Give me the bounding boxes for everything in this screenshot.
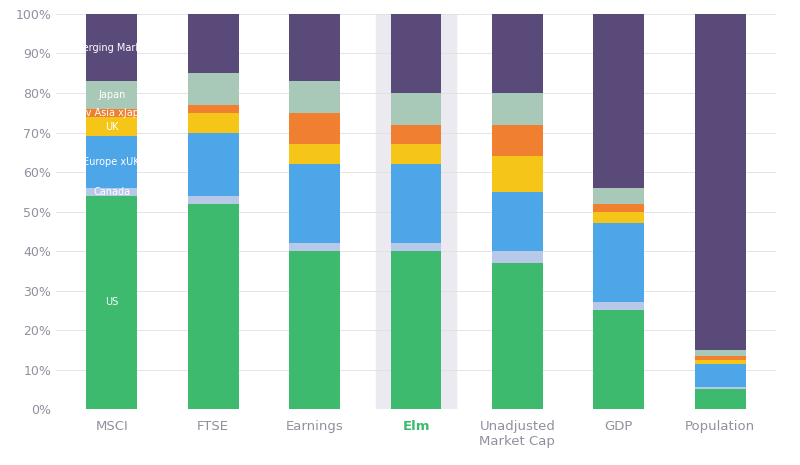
Bar	[290, 243, 340, 251]
Bar	[492, 156, 542, 192]
Bar	[695, 364, 746, 387]
Bar	[492, 251, 542, 263]
Text: Japan: Japan	[98, 90, 126, 100]
Text: Emerging Markets: Emerging Markets	[67, 42, 156, 53]
Bar	[390, 145, 442, 164]
Bar	[290, 145, 340, 164]
Bar	[188, 73, 238, 105]
Bar	[594, 14, 644, 188]
Bar	[188, 204, 238, 409]
Text: Europe xUK: Europe xUK	[83, 157, 140, 167]
Bar	[594, 303, 644, 311]
Text: US: US	[105, 298, 118, 307]
Bar	[594, 224, 644, 303]
Bar	[188, 14, 238, 73]
Bar	[492, 263, 542, 409]
Bar	[188, 196, 238, 204]
Text: Canada: Canada	[94, 187, 130, 197]
Text: UK: UK	[105, 121, 118, 132]
Bar	[695, 360, 746, 364]
Bar	[86, 196, 137, 409]
Bar	[86, 188, 137, 196]
Bar	[390, 251, 442, 409]
Bar	[695, 387, 746, 390]
Bar	[290, 81, 340, 113]
Bar	[86, 117, 137, 137]
Bar	[290, 251, 340, 409]
Bar	[594, 188, 644, 204]
Bar	[390, 164, 442, 243]
Bar	[290, 164, 340, 243]
Bar	[492, 125, 542, 156]
Text: Dev Asia xJapan: Dev Asia xJapan	[72, 108, 151, 118]
Bar	[695, 350, 746, 356]
Bar	[695, 14, 746, 350]
Bar	[86, 14, 137, 81]
Bar	[492, 192, 542, 251]
Bar	[86, 81, 137, 109]
Bar	[290, 14, 340, 81]
Bar	[188, 113, 238, 133]
Bar	[695, 390, 746, 409]
Bar	[390, 125, 442, 144]
Bar	[594, 311, 644, 409]
Bar	[492, 93, 542, 125]
Bar	[377, 14, 455, 409]
Bar	[695, 356, 746, 360]
Bar	[390, 14, 442, 93]
Bar	[188, 133, 238, 196]
Bar	[594, 212, 644, 224]
Bar	[492, 14, 542, 93]
Bar	[86, 109, 137, 117]
Bar	[594, 204, 644, 212]
Bar	[390, 243, 442, 251]
Bar	[86, 137, 137, 188]
Bar	[188, 105, 238, 113]
Bar	[390, 93, 442, 125]
Bar	[290, 113, 340, 144]
